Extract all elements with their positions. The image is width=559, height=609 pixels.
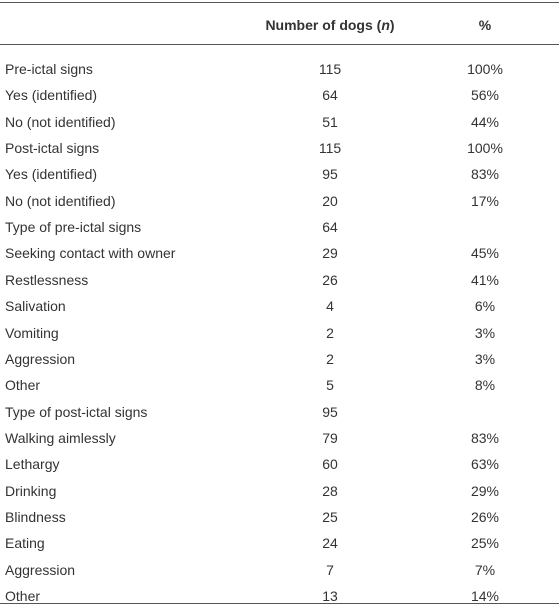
dog-count: 64 bbox=[322, 219, 338, 236]
dog-count: 4 bbox=[326, 298, 334, 315]
dog-count: 28 bbox=[322, 482, 338, 499]
row-label: Type of post-ictal signs bbox=[5, 403, 148, 420]
row-label: Eating bbox=[5, 535, 45, 552]
row-label: Aggression bbox=[5, 350, 76, 367]
row-label: Lethargy bbox=[5, 456, 60, 473]
row-label: Salivation bbox=[5, 298, 66, 315]
dog-count: 79 bbox=[322, 429, 338, 446]
percent: 8% bbox=[474, 377, 496, 394]
dog-count: 20 bbox=[322, 192, 338, 209]
dog-count: 13 bbox=[322, 588, 338, 604]
dog-count: 5 bbox=[326, 377, 334, 394]
row-label: Type of pre-ictal signs bbox=[5, 219, 142, 236]
dog-count: 25 bbox=[322, 508, 338, 525]
dog-count: 29 bbox=[322, 245, 338, 262]
percent: 7% bbox=[474, 561, 496, 578]
row-label: Other bbox=[5, 377, 41, 394]
dog-count: 95 bbox=[322, 403, 338, 420]
percent: 25% bbox=[470, 535, 500, 552]
percent: 83% bbox=[470, 429, 500, 446]
percent: 3% bbox=[474, 324, 496, 341]
percent: 45% bbox=[470, 245, 500, 262]
header-count: Number of dogs (n) bbox=[255, 12, 405, 38]
percent: 44% bbox=[470, 113, 500, 130]
dog-count: 60 bbox=[322, 456, 338, 473]
dog-count: 51 bbox=[322, 113, 338, 130]
percent: 3% bbox=[474, 350, 496, 367]
row-label: Yes (identified) bbox=[5, 166, 98, 183]
row-label: Drinking bbox=[5, 482, 57, 499]
dog-count: 115 bbox=[318, 140, 342, 157]
header-text: Number of dogs ( bbox=[265, 17, 382, 33]
percent: 83% bbox=[470, 166, 500, 183]
row-label: No (not identified) bbox=[5, 192, 116, 209]
dog-count: 2 bbox=[326, 324, 334, 341]
percent: 41% bbox=[470, 271, 500, 288]
percent: 63% bbox=[470, 456, 500, 473]
dog-count: 24 bbox=[322, 535, 338, 552]
dog-count: 64 bbox=[322, 87, 338, 104]
dog-count: 2 bbox=[326, 350, 334, 367]
percent: 100% bbox=[467, 61, 503, 77]
row-label: No (not identified) bbox=[5, 113, 116, 130]
percent: 14% bbox=[470, 588, 500, 604]
percent: 56% bbox=[470, 87, 500, 104]
top-rule bbox=[0, 2, 559, 3]
row-label: Other bbox=[5, 588, 41, 604]
row-label: Vomiting bbox=[5, 324, 59, 341]
row-label: Post-ictal signs bbox=[5, 140, 100, 157]
percent: 29% bbox=[470, 482, 500, 499]
percent: 26% bbox=[470, 508, 500, 525]
row-label: Walking aimlessly bbox=[5, 429, 116, 446]
percent: 17% bbox=[470, 192, 500, 209]
row-label: Yes (identified) bbox=[5, 87, 98, 104]
row-label: Blindness bbox=[5, 508, 66, 525]
header-symbol: n bbox=[381, 17, 390, 33]
dog-count: 115 bbox=[318, 61, 342, 77]
row-label: Seeking contact with owner bbox=[5, 245, 176, 262]
row-label: Aggression bbox=[5, 561, 76, 578]
bottom-rule bbox=[0, 603, 559, 604]
percent: 100% bbox=[467, 140, 503, 157]
row-label: Restlessness bbox=[5, 271, 89, 288]
dog-count: 7 bbox=[326, 561, 334, 578]
header-percent: % bbox=[478, 17, 492, 33]
row-label: Pre-ictal signs bbox=[5, 61, 93, 77]
dog-count: 95 bbox=[322, 166, 338, 183]
percent: 6% bbox=[474, 298, 496, 315]
header-text: ) bbox=[389, 17, 395, 33]
dog-count: 26 bbox=[322, 271, 338, 288]
header-rule bbox=[0, 44, 559, 45]
